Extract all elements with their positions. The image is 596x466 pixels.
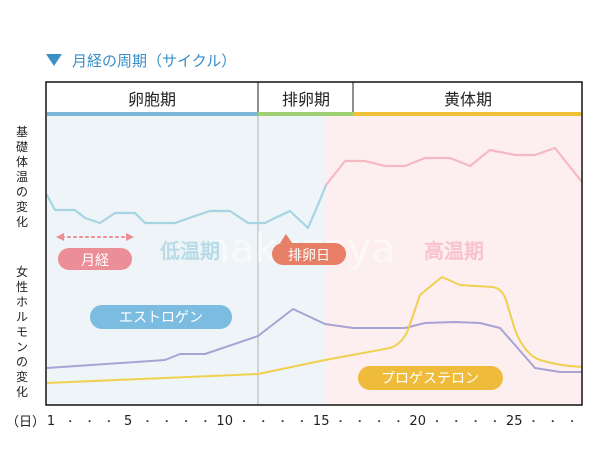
day-tick-dot: ・ bbox=[239, 417, 249, 428]
ovulatory-phase-bar bbox=[258, 112, 353, 116]
day-tick-dot: ・ bbox=[336, 417, 346, 428]
progesterone-pill bbox=[358, 366, 503, 390]
day-tick-dot: ・ bbox=[393, 417, 403, 428]
luteal-phase-bar bbox=[353, 112, 581, 116]
day-tick-dot: ・ bbox=[548, 417, 558, 428]
luteal-phase-label: 黄体期 bbox=[444, 90, 492, 109]
ovulation-day-pill-label: 排卵日 bbox=[288, 248, 330, 264]
ovulatory-phase-label: 排卵期 bbox=[282, 90, 330, 109]
day-tick-label: 15 bbox=[313, 414, 330, 429]
day-tick-dot: ・ bbox=[567, 417, 577, 428]
luteal-phase-background bbox=[325, 116, 581, 405]
day-tick-dot: ・ bbox=[143, 417, 153, 428]
plot-frame bbox=[45, 81, 583, 406]
day-tick-dot: ・ bbox=[258, 417, 268, 428]
side-label-char: の bbox=[16, 355, 28, 369]
side-label-char: 化 bbox=[16, 215, 28, 229]
day-tick-dot: ・ bbox=[432, 417, 442, 428]
estrogen-pill-label: エストロゲン bbox=[119, 310, 203, 326]
ovulation-day-pill bbox=[272, 243, 346, 265]
estrogen-pill bbox=[90, 305, 232, 329]
side-label-char: ホ bbox=[16, 295, 28, 309]
ovulation-day-callout: 排卵日 bbox=[272, 234, 346, 265]
phase-header-row bbox=[46, 82, 582, 114]
day-tick-dot: ・ bbox=[278, 417, 288, 428]
day-tick-dot: ・ bbox=[200, 417, 210, 428]
day-tick-label: 1 bbox=[47, 414, 55, 429]
day-tick-dot: ・ bbox=[355, 417, 365, 428]
day-axis: 1 ・・・ 5 ・・・・ 10 ・・・・ 15 ・・・・ 20 ・・・・ 25 ・・・ bbox=[47, 414, 577, 429]
side-label-char: 変 bbox=[16, 369, 28, 384]
day-tick-label: 20 bbox=[409, 414, 426, 429]
title-triangle-icon bbox=[46, 54, 62, 66]
follicular-phase-bar bbox=[47, 112, 258, 116]
day-tick-dot: ・ bbox=[529, 417, 539, 428]
menstruation-pill bbox=[58, 248, 132, 270]
day-tick-dot: ・ bbox=[181, 417, 191, 428]
day-tick-label: 10 bbox=[216, 414, 233, 429]
day-tick-dot: ・ bbox=[297, 417, 307, 428]
day-tick-dot: ・ bbox=[490, 417, 500, 428]
day-tick-dot: ・ bbox=[65, 417, 75, 428]
menstruation-pill-label: 月経 bbox=[81, 253, 109, 269]
day-tick-label: 5 bbox=[124, 414, 132, 429]
side-label-char: 体 bbox=[16, 155, 28, 169]
day-tick-dot: ・ bbox=[374, 417, 384, 428]
estrogen-level-line bbox=[46, 308, 582, 373]
day-tick-dot: ・ bbox=[104, 417, 114, 428]
high-temperature-phase-label: 高温期 bbox=[424, 239, 484, 263]
day-tick-dot: ・ bbox=[471, 417, 481, 428]
side-label-char: 化 bbox=[16, 385, 28, 399]
day-tick-dot: ・ bbox=[162, 417, 172, 428]
side-label-char: 温 bbox=[16, 170, 28, 184]
day-tick-dot: ・ bbox=[85, 417, 95, 428]
side-label-char: ル bbox=[16, 310, 28, 324]
day-tick-dot: ・ bbox=[451, 417, 461, 428]
side-label-char: 女 bbox=[16, 264, 28, 279]
side-label-char: モ bbox=[16, 325, 28, 339]
day-tick-label: 25 bbox=[506, 414, 523, 429]
progesterone-level-line bbox=[46, 276, 583, 384]
side-label-char: 性 bbox=[16, 280, 28, 294]
diagram-title: 月経の周期（サイクル） bbox=[72, 52, 236, 70]
progesterone-pill-label: プロゲステロン bbox=[381, 371, 479, 387]
side-label-char: の bbox=[16, 185, 28, 199]
day-axis-unit: （日） bbox=[6, 415, 45, 430]
side-label-char: ン bbox=[16, 340, 28, 354]
follicular-phase-label: 卵胞期 bbox=[128, 90, 176, 109]
bbt-low-temperature-line bbox=[45, 183, 328, 230]
menstruation-duration-arrow bbox=[56, 233, 134, 241]
bbt-high-temperature-line bbox=[324, 146, 584, 187]
side-label-char: 礎 bbox=[16, 140, 28, 154]
low-temperature-phase-label: 低温期 bbox=[159, 239, 220, 263]
side-label-char: 基 bbox=[16, 125, 28, 139]
side-label-char: 変 bbox=[16, 199, 28, 214]
